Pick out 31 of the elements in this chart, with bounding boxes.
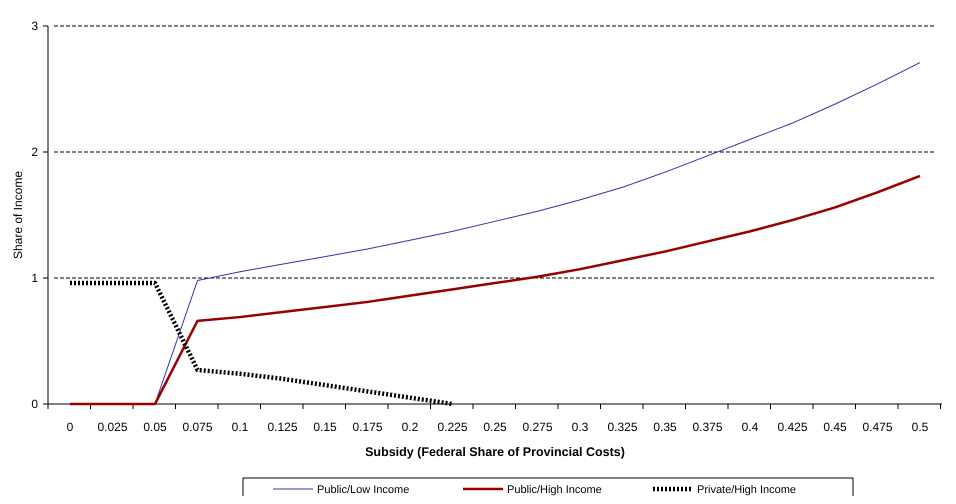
y-tick-label: 0 [31,397,38,411]
x-tick-label: 0.45 [823,420,847,434]
x-tick-label: 0.375 [692,420,723,434]
x-tick-label: 0.35 [653,420,677,434]
y-tick-label: 2 [31,145,38,159]
x-tick-label: 0.5 [912,420,929,434]
x-tick-label: 0.325 [607,420,638,434]
x-axis-title: Subsidy (Federal Share of Provincial Costs) [365,445,625,459]
x-tick-label: 0.3 [572,420,589,434]
x-tick-label: 0.05 [143,420,167,434]
x-tick-label: 0.025 [97,420,128,434]
x-tick-label: 0.075 [182,420,213,434]
x-tick-label: 0.2 [402,420,419,434]
x-tick-label: 0.175 [352,420,383,434]
x-tick-label: 0.15 [313,420,337,434]
x-tick-label: 0.275 [522,420,553,434]
legend-label: Public/Low Income [317,484,410,496]
x-tick-label: 0.125 [267,420,298,434]
x-tick-label: 0.425 [777,420,808,434]
y-tick-label: 1 [31,271,38,285]
x-tick-label: 0.475 [862,420,893,434]
y-tick-label: 3 [31,19,38,33]
legend-label: Private/High Income [697,484,796,496]
x-tick-label: 0 [66,420,74,434]
y-axis-title: Share of Income [11,170,25,260]
x-tick-label: 0.4 [742,420,759,434]
x-tick-label: 0.25 [483,420,507,434]
x-tick-label: 0.1 [232,420,249,434]
line-series [68,174,922,406]
x-tick-label: 0.225 [437,420,468,434]
legend-label: Public/High Income [507,484,602,496]
